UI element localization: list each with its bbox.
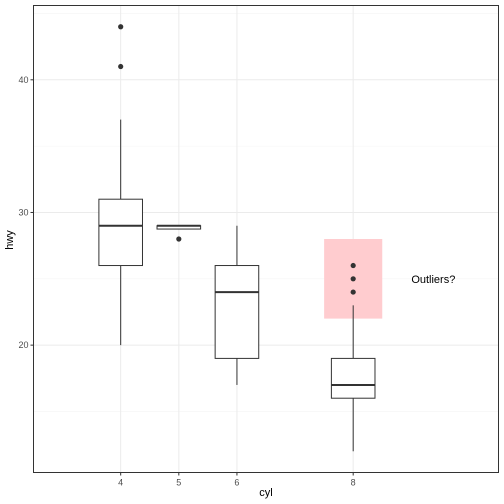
outlier-point bbox=[118, 24, 124, 30]
y-tick-label: 40 bbox=[18, 75, 28, 85]
y-axis-ticks: 20 30 40 bbox=[18, 75, 34, 350]
y-tick-label: 20 bbox=[18, 340, 28, 350]
x-tick-label: 8 bbox=[351, 478, 356, 488]
outlier-point bbox=[350, 276, 356, 282]
boxes-layer bbox=[98, 24, 376, 452]
box-iqr bbox=[330, 357, 376, 399]
outlier-point bbox=[350, 262, 356, 269]
x-tick-label: 4 bbox=[118, 478, 123, 488]
x-axis-title: cyl bbox=[259, 487, 272, 499]
y-tick-label: 30 bbox=[18, 207, 28, 217]
box-iqr bbox=[98, 198, 143, 267]
outliers-annotation-label: Outliers? bbox=[411, 274, 455, 286]
y-axis-title: hwy bbox=[4, 230, 16, 250]
x-tick-label: 5 bbox=[176, 478, 181, 488]
x-axis-ticks: 4 5 6 8 bbox=[118, 472, 356, 488]
x-tick-label: 6 bbox=[234, 478, 239, 488]
box-iqr bbox=[214, 265, 260, 359]
outlier-point bbox=[118, 63, 124, 70]
outlier-point bbox=[176, 236, 182, 242]
minor-gridlines bbox=[33, 13, 499, 412]
outlier-point bbox=[350, 289, 356, 295]
plot-panel-border bbox=[33, 5, 499, 473]
